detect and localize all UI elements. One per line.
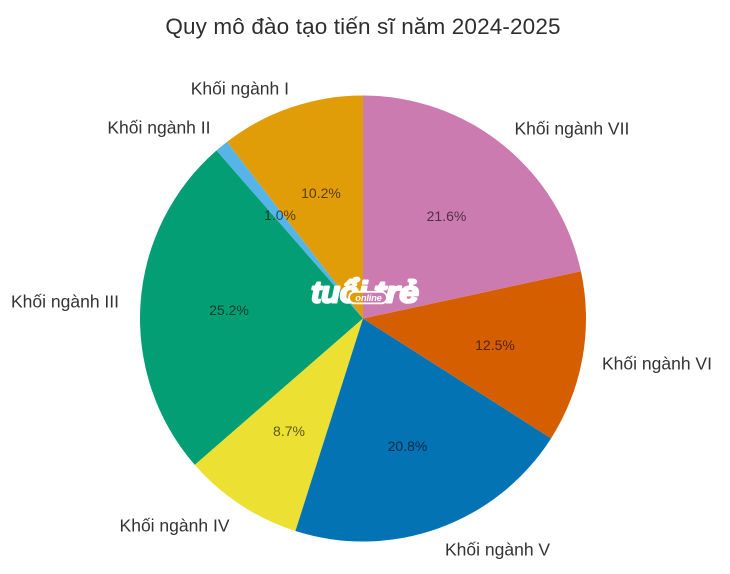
svg-text:online: online [355,292,381,303]
